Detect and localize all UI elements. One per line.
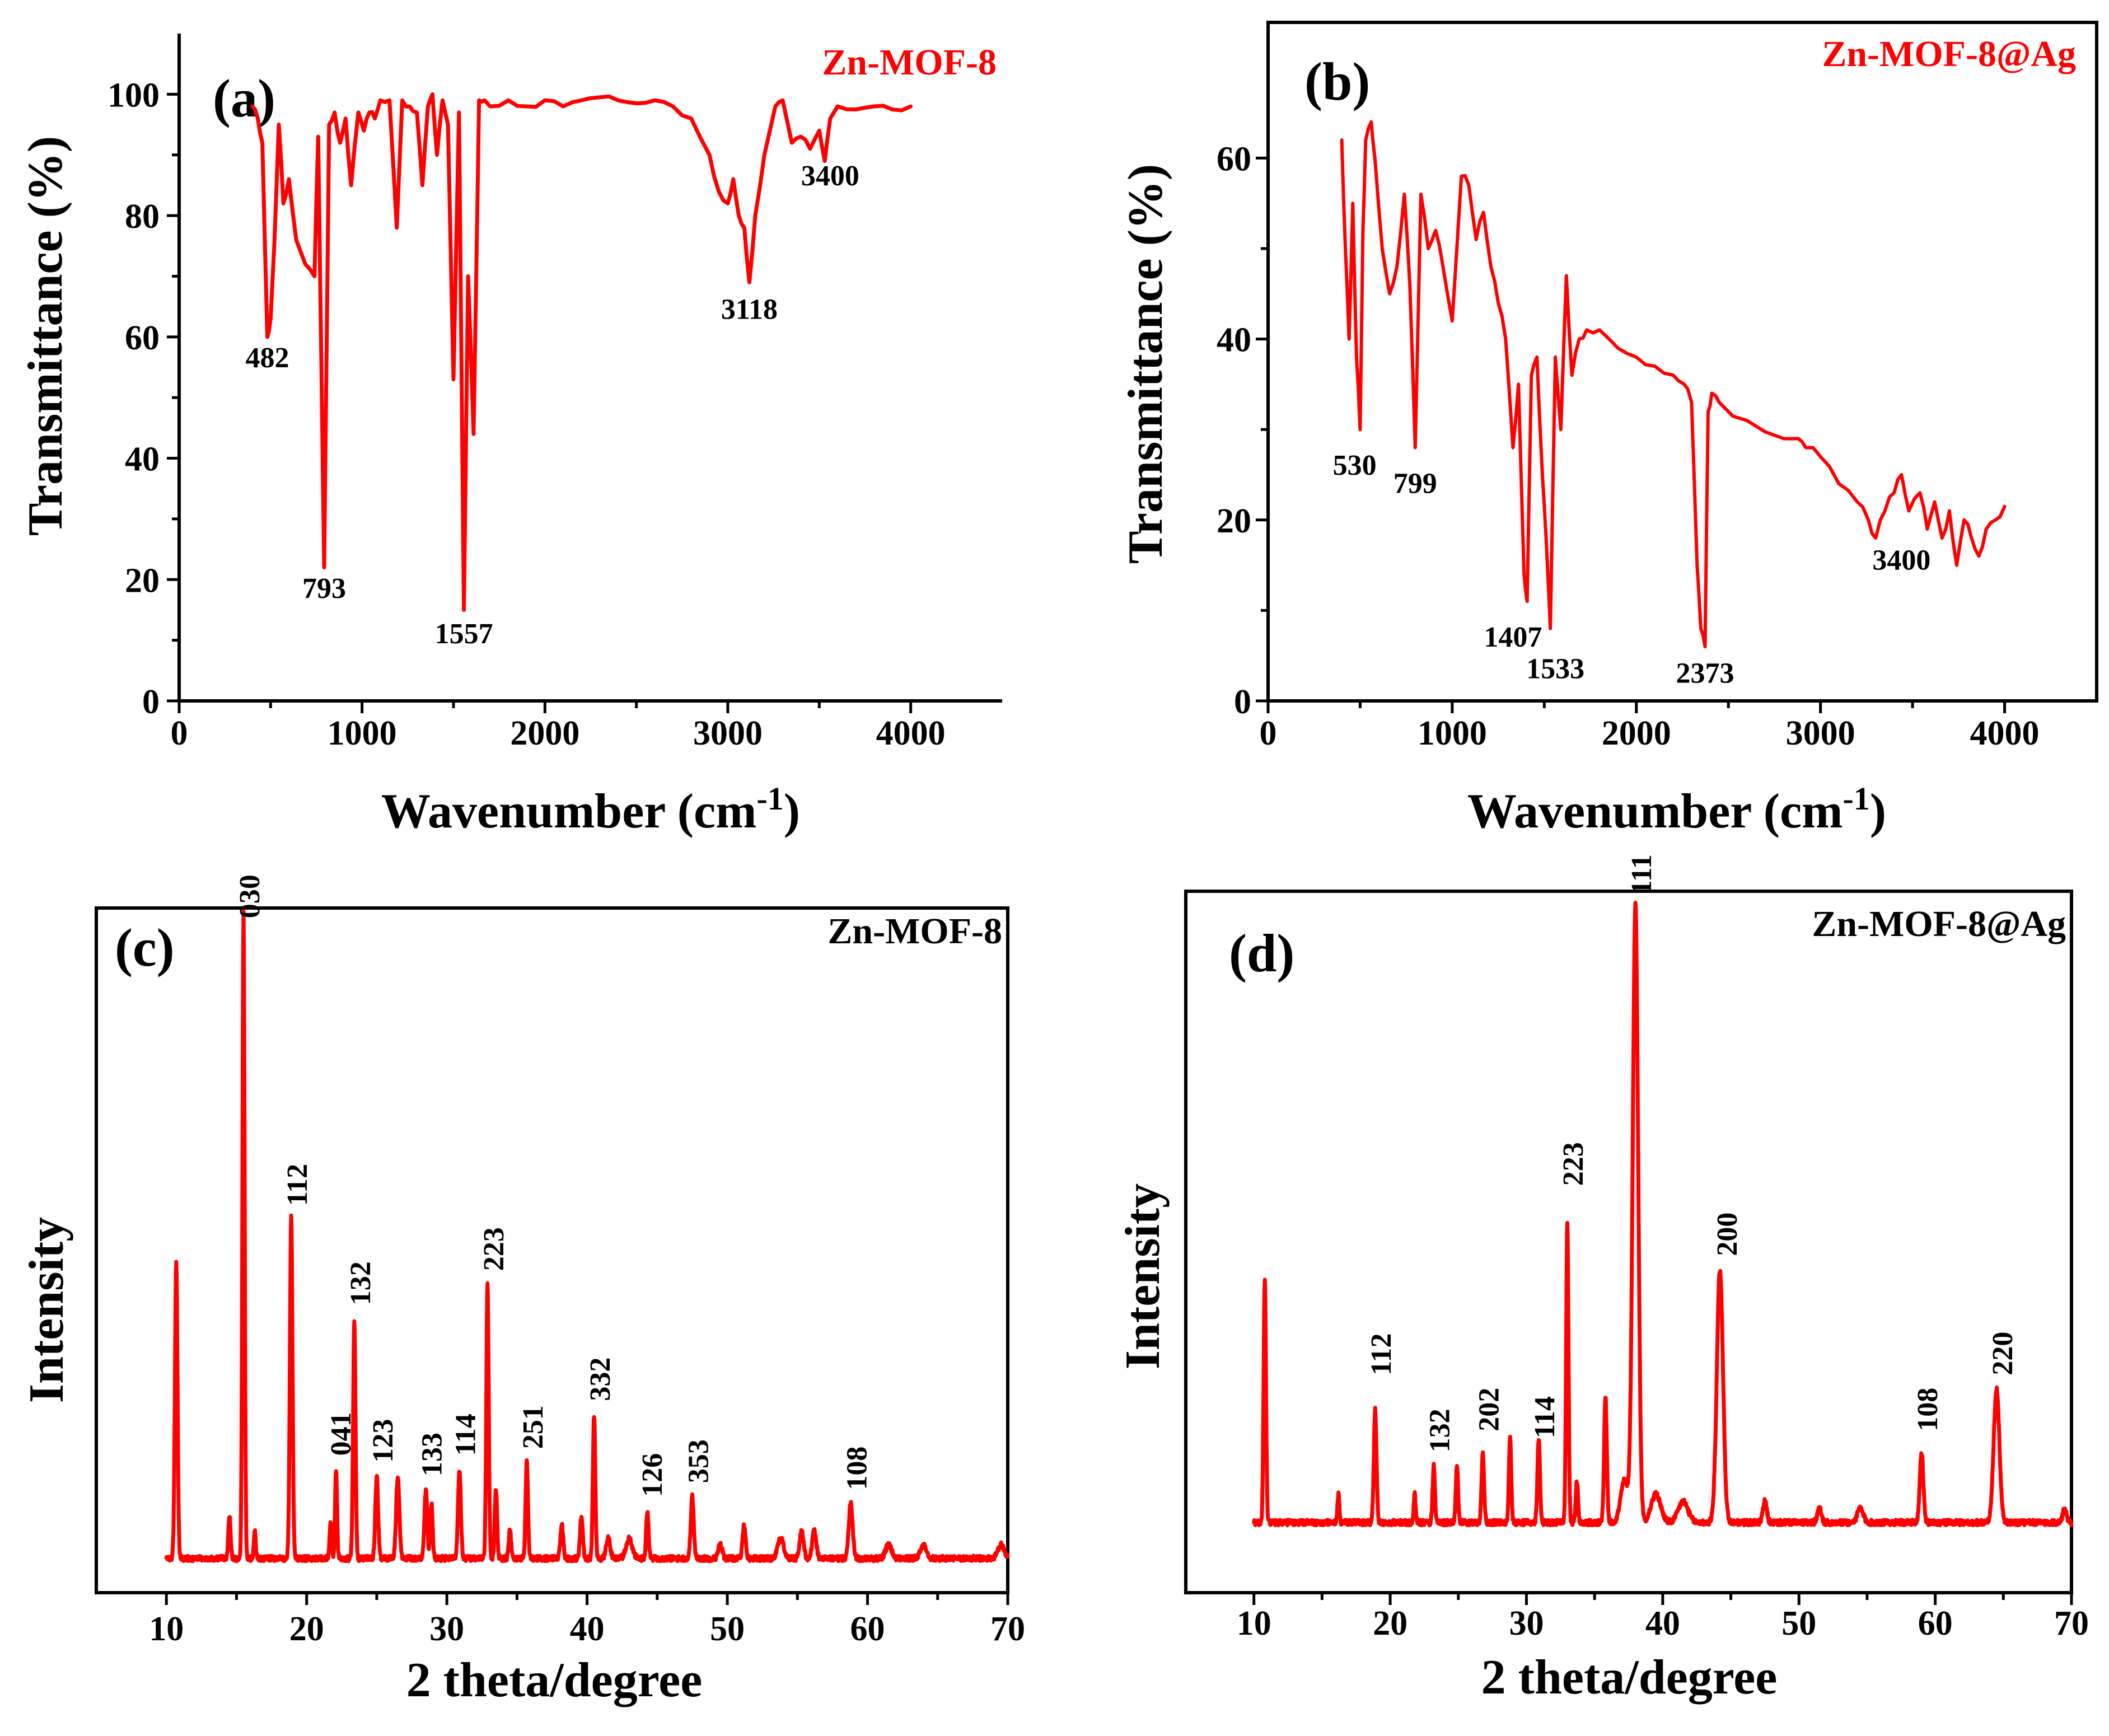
ftir-panel-zn-mof-8: Transmittance (%) Wavenumber (cm-1) (a) … <box>18 34 1002 839</box>
x-tick-label: 60 <box>1918 1604 1953 1643</box>
peak-label: 112 <box>282 1164 314 1206</box>
peak-label: 251 <box>517 1405 549 1449</box>
x-tick-label: 4000 <box>1970 714 2040 752</box>
peak-label: 108 <box>841 1447 873 1490</box>
x-tick-label: 0 <box>171 714 188 752</box>
ftir-panel-zn-mof-8-ag: Transmittance (%) Wavenumber (cm-1) (b) … <box>1119 21 2098 839</box>
panel-label-c: (c) <box>115 918 175 977</box>
peak-label: 041 <box>325 1412 357 1456</box>
x-tick-label: 3000 <box>693 714 763 752</box>
y-tick-label: 40 <box>125 441 160 479</box>
x-tick-label: 4000 <box>876 714 946 752</box>
peak-label: 332 <box>584 1358 616 1401</box>
peak-label: 132 <box>1424 1409 1456 1452</box>
plot-frame <box>1184 890 2073 1594</box>
x-tick-label: 0 <box>1260 714 1277 752</box>
peak-label: 530 <box>1333 450 1377 481</box>
peak-label: 114 <box>450 1414 482 1456</box>
x-tick-label: 20 <box>289 1610 324 1648</box>
chart-title-zn-mof-8-ag: Zn-MOF-8@Ag <box>1812 904 2066 944</box>
peak-label: 111 <box>1626 854 1658 895</box>
peak-label: 2373 <box>1676 658 1734 690</box>
panel-label-d: (d) <box>1229 923 1294 983</box>
x-tick-label: 2000 <box>1602 714 1671 752</box>
x-tick-label: 1000 <box>328 714 397 752</box>
y-tick-label: 20 <box>1217 502 1251 540</box>
x-tick-label: 20 <box>1373 1604 1407 1643</box>
x-tick-label: 10 <box>149 1610 184 1648</box>
y-axis-label: Intensity <box>20 1217 74 1403</box>
peak-label: 132 <box>345 1261 377 1305</box>
x-axis-label: Wavenumber (cm-1) <box>1467 780 1886 839</box>
x-tick-label: 70 <box>2054 1604 2089 1643</box>
x-tick-label: 50 <box>710 1610 745 1648</box>
y-tick-label: 80 <box>125 198 160 236</box>
x-axis-label: 2 theta/degree <box>1481 1650 1778 1705</box>
xrd-panel-zn-mof-8: Intensity 2 theta/degree (c) Zn-MOF-8 10… <box>20 874 1025 1707</box>
peak-label: 3118 <box>721 293 778 325</box>
peak-label: 799 <box>1393 467 1437 499</box>
peak-label: 3400 <box>1872 545 1930 577</box>
chart-title-zn-mof-8: Zn-MOF-8 <box>827 911 1002 952</box>
peak-label: 223 <box>478 1227 510 1271</box>
x-axis-label: 2 theta/degree <box>406 1653 703 1707</box>
panel-label-a: (a) <box>213 68 275 128</box>
x-axis-label: Wavenumber (cm-1) <box>381 780 800 839</box>
y-tick-label: 100 <box>107 76 160 114</box>
x-tick-label: 3000 <box>1786 714 1855 752</box>
peak-label: 1533 <box>1526 653 1584 685</box>
x-tick-label: 60 <box>850 1610 885 1648</box>
peak-label: 030 <box>234 874 266 918</box>
spectrum-trace <box>1340 120 2007 648</box>
spectrum-trace <box>1252 900 2074 1528</box>
y-tick-label: 40 <box>1217 321 1251 359</box>
x-tick-label: 1000 <box>1418 714 1487 752</box>
y-tick-label: 60 <box>125 319 160 357</box>
panel-label-b: (b) <box>1304 52 1370 111</box>
peak-label: 108 <box>1912 1388 1944 1431</box>
y-axis-label: Transmittance (%) <box>1119 164 1173 564</box>
x-tick-label: 40 <box>1645 1604 1680 1643</box>
peak-label: 223 <box>1558 1142 1589 1186</box>
peak-label: 123 <box>367 1419 399 1463</box>
peak-label: 482 <box>246 342 289 374</box>
peak-label: 793 <box>302 573 346 605</box>
chart-title-zn-mof-8-ag: Zn-MOF-8@Ag <box>1822 34 2076 74</box>
y-tick-label: 20 <box>125 561 160 600</box>
y-axis-label: Transmittance (%) <box>18 136 73 536</box>
spectrum-trace <box>164 909 1010 1564</box>
peak-label: 200 <box>1711 1213 1743 1256</box>
x-tick-label: 40 <box>570 1610 605 1648</box>
xrd-panel-zn-mof-8-ag: Intensity 2 theta/degree (d) Zn-MOF-8@Ag… <box>1116 854 2089 1705</box>
peak-label: 112 <box>1366 1333 1397 1375</box>
y-axis-label: Intensity <box>1116 1183 1170 1370</box>
peak-label: 202 <box>1473 1388 1505 1431</box>
y-tick-label: 60 <box>1217 140 1251 178</box>
plot-frame <box>1266 21 2098 703</box>
y-tick-label: 0 <box>1234 683 1251 721</box>
peak-label: 126 <box>637 1453 668 1497</box>
y-tick-label: 0 <box>142 683 160 721</box>
peak-label: 114 <box>1529 1396 1561 1438</box>
x-tick-label: 30 <box>429 1610 464 1648</box>
x-tick-label: 2000 <box>510 714 579 752</box>
peak-label: 133 <box>417 1433 448 1476</box>
peak-label: 3400 <box>801 160 859 192</box>
peak-label: 353 <box>683 1439 715 1483</box>
x-tick-label: 50 <box>1781 1604 1816 1643</box>
x-tick-label: 70 <box>990 1610 1025 1648</box>
x-tick-label: 30 <box>1509 1604 1544 1643</box>
chart-title-zn-mof-8: Zn-MOF-8 <box>822 42 997 83</box>
peak-label: 1407 <box>1484 621 1542 653</box>
peak-label: 220 <box>1987 1332 2019 1375</box>
plot-frame <box>95 906 1009 1594</box>
peak-label: 1557 <box>435 618 493 650</box>
x-tick-label: 10 <box>1237 1604 1271 1643</box>
spectrum-trace <box>250 92 913 612</box>
